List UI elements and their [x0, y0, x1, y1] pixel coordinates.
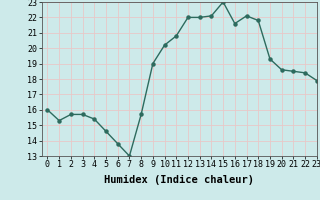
X-axis label: Humidex (Indice chaleur): Humidex (Indice chaleur) — [104, 175, 254, 185]
